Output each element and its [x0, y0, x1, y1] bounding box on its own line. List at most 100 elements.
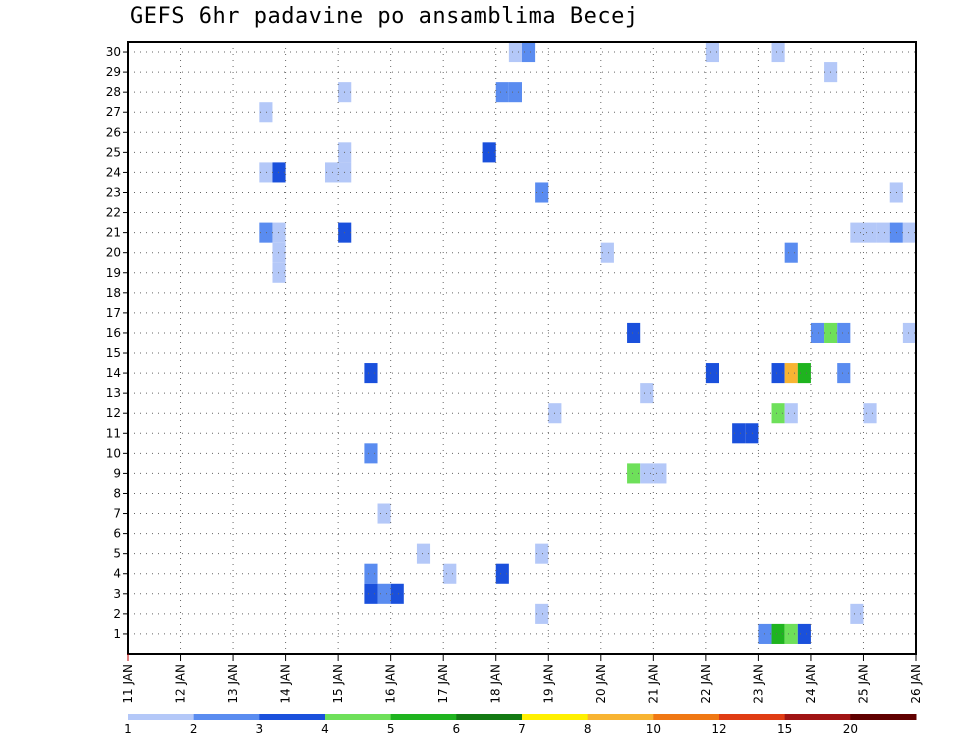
precip-cell-65	[902, 322, 916, 343]
precip-cell-44	[797, 363, 811, 384]
colorbar-swatch-11	[850, 714, 917, 720]
colorbar-swatch-7	[587, 714, 654, 720]
y-tick-label-24: 24	[106, 165, 121, 179]
colorbar-label-5: 6	[453, 722, 461, 736]
y-tick-label-26: 26	[106, 125, 121, 139]
colorbar-label-4: 5	[387, 722, 395, 736]
colorbar-swatch-8	[653, 714, 720, 720]
y-tick-label-21: 21	[106, 226, 121, 240]
y-tick-label-17: 17	[106, 306, 121, 320]
precip-cell-35	[640, 463, 654, 484]
y-tick-label-23: 23	[106, 185, 121, 199]
colorbar-label-3: 4	[321, 722, 329, 736]
y-tick-label-27: 27	[106, 105, 121, 119]
precip-cell-32	[627, 322, 641, 343]
precip-cell-3	[272, 222, 286, 243]
colorbar-swatch-3	[325, 714, 392, 720]
precip-cell-24	[508, 82, 522, 103]
x-tick-label-12: 23 JAN	[751, 664, 765, 704]
precip-cell-61	[902, 222, 916, 243]
precip-cell-2	[259, 222, 273, 243]
x-tick-label-11: 22 JAN	[699, 664, 713, 704]
precip-cell-57	[850, 222, 864, 243]
colorbar-swatch-10	[784, 714, 851, 720]
y-tick-label-3: 3	[113, 587, 121, 601]
y-tick-label-16: 16	[106, 326, 121, 340]
colorbar-label-9: 12	[711, 722, 726, 736]
precip-cell-26	[522, 42, 536, 63]
precip-cell-15	[364, 563, 378, 584]
precip-cell-14	[377, 503, 391, 524]
y-tick-label-25: 25	[106, 145, 121, 159]
chart-title: GEFS 6hr padavine po ansamblima Becej	[130, 4, 639, 29]
precip-cell-1	[272, 162, 286, 183]
x-tick-label-4: 15 JAN	[331, 664, 345, 704]
precip-cell-0	[259, 162, 273, 183]
x-tick-label-6: 17 JAN	[436, 664, 450, 704]
y-tick-label-2: 2	[113, 607, 121, 621]
precip-cell-39	[732, 423, 746, 444]
x-tick-label-14: 25 JAN	[856, 664, 870, 704]
precip-cell-13	[364, 443, 378, 464]
y-tick-label-7: 7	[113, 507, 121, 521]
precip-cell-21	[482, 142, 496, 163]
y-tick-label-5: 5	[113, 547, 121, 561]
y-tick-label-10: 10	[106, 446, 121, 460]
precip-cell-19	[416, 543, 431, 564]
precip-cell-63	[863, 403, 877, 424]
precip-cell-37	[705, 42, 719, 63]
y-axis: 1234567891011121314151617181920212223242…	[106, 45, 128, 641]
colorbar-swatch-9	[719, 714, 786, 720]
colorbar-label-8: 10	[646, 722, 661, 736]
x-tick-label-3: 14 JAN	[279, 664, 293, 704]
y-tick-label-9: 9	[113, 466, 121, 480]
x-tick-label-0: 11 JAN	[121, 664, 135, 704]
precip-cell-52	[810, 322, 825, 343]
colorbar-label-2: 3	[256, 722, 264, 736]
precip-cell-4	[272, 242, 286, 263]
precip-cell-31	[600, 242, 614, 263]
precip-cell-9	[325, 162, 339, 183]
y-tick-label-29: 29	[106, 65, 121, 79]
precip-cell-28	[535, 543, 549, 564]
precip-cell-58	[863, 222, 877, 243]
x-tick-label-8: 19 JAN	[541, 664, 555, 704]
x-axis: 11 JAN 12 JAN 13 JAN 14 JAN 15 JAN 16 JAN 17 J…	[121, 654, 923, 704]
colorbar-swatch-6	[522, 714, 589, 720]
precip-cell-54	[837, 322, 851, 343]
precip-cell-46	[784, 403, 798, 424]
precip-cell-38	[705, 363, 719, 384]
y-tick-label-30: 30	[106, 45, 121, 59]
precip-cell-49	[771, 623, 785, 644]
x-tick-label-1: 12 JAN	[174, 664, 188, 704]
colorbar-label-7: 8	[584, 722, 592, 736]
x-tick-label-15: 26 JAN	[909, 664, 923, 704]
cells-layer	[259, 42, 916, 644]
precip-cell-5	[272, 262, 286, 283]
y-tick-label-14: 14	[106, 366, 121, 380]
grid-layer	[128, 42, 916, 654]
precip-cell-43	[784, 363, 798, 384]
precip-cell-16	[364, 583, 378, 604]
precip-cell-55	[837, 363, 851, 384]
y-tick-label-28: 28	[106, 85, 121, 99]
x-tick-label-13: 24 JAN	[804, 664, 818, 704]
colorbar-label-0: 1	[124, 722, 132, 736]
precip-cell-33	[640, 383, 654, 404]
y-tick-label-22: 22	[106, 206, 121, 220]
precip-cell-12	[364, 363, 378, 384]
precip-cell-51	[797, 623, 811, 644]
precip-cell-50	[784, 623, 798, 644]
precip-cell-36	[653, 463, 667, 484]
precip-cell-23	[495, 82, 509, 103]
precip-cell-64	[850, 603, 864, 624]
precip-cell-6	[259, 102, 273, 123]
colorbar-swatch-0	[128, 714, 195, 720]
y-tick-label-12: 12	[106, 406, 121, 420]
precip-cell-20	[443, 563, 457, 584]
plot-frame	[127, 41, 917, 655]
precip-cell-27	[535, 182, 549, 203]
y-tick-label-18: 18	[106, 286, 121, 300]
y-tick-label-11: 11	[106, 426, 121, 440]
colorbar-swatch-5	[456, 714, 523, 720]
